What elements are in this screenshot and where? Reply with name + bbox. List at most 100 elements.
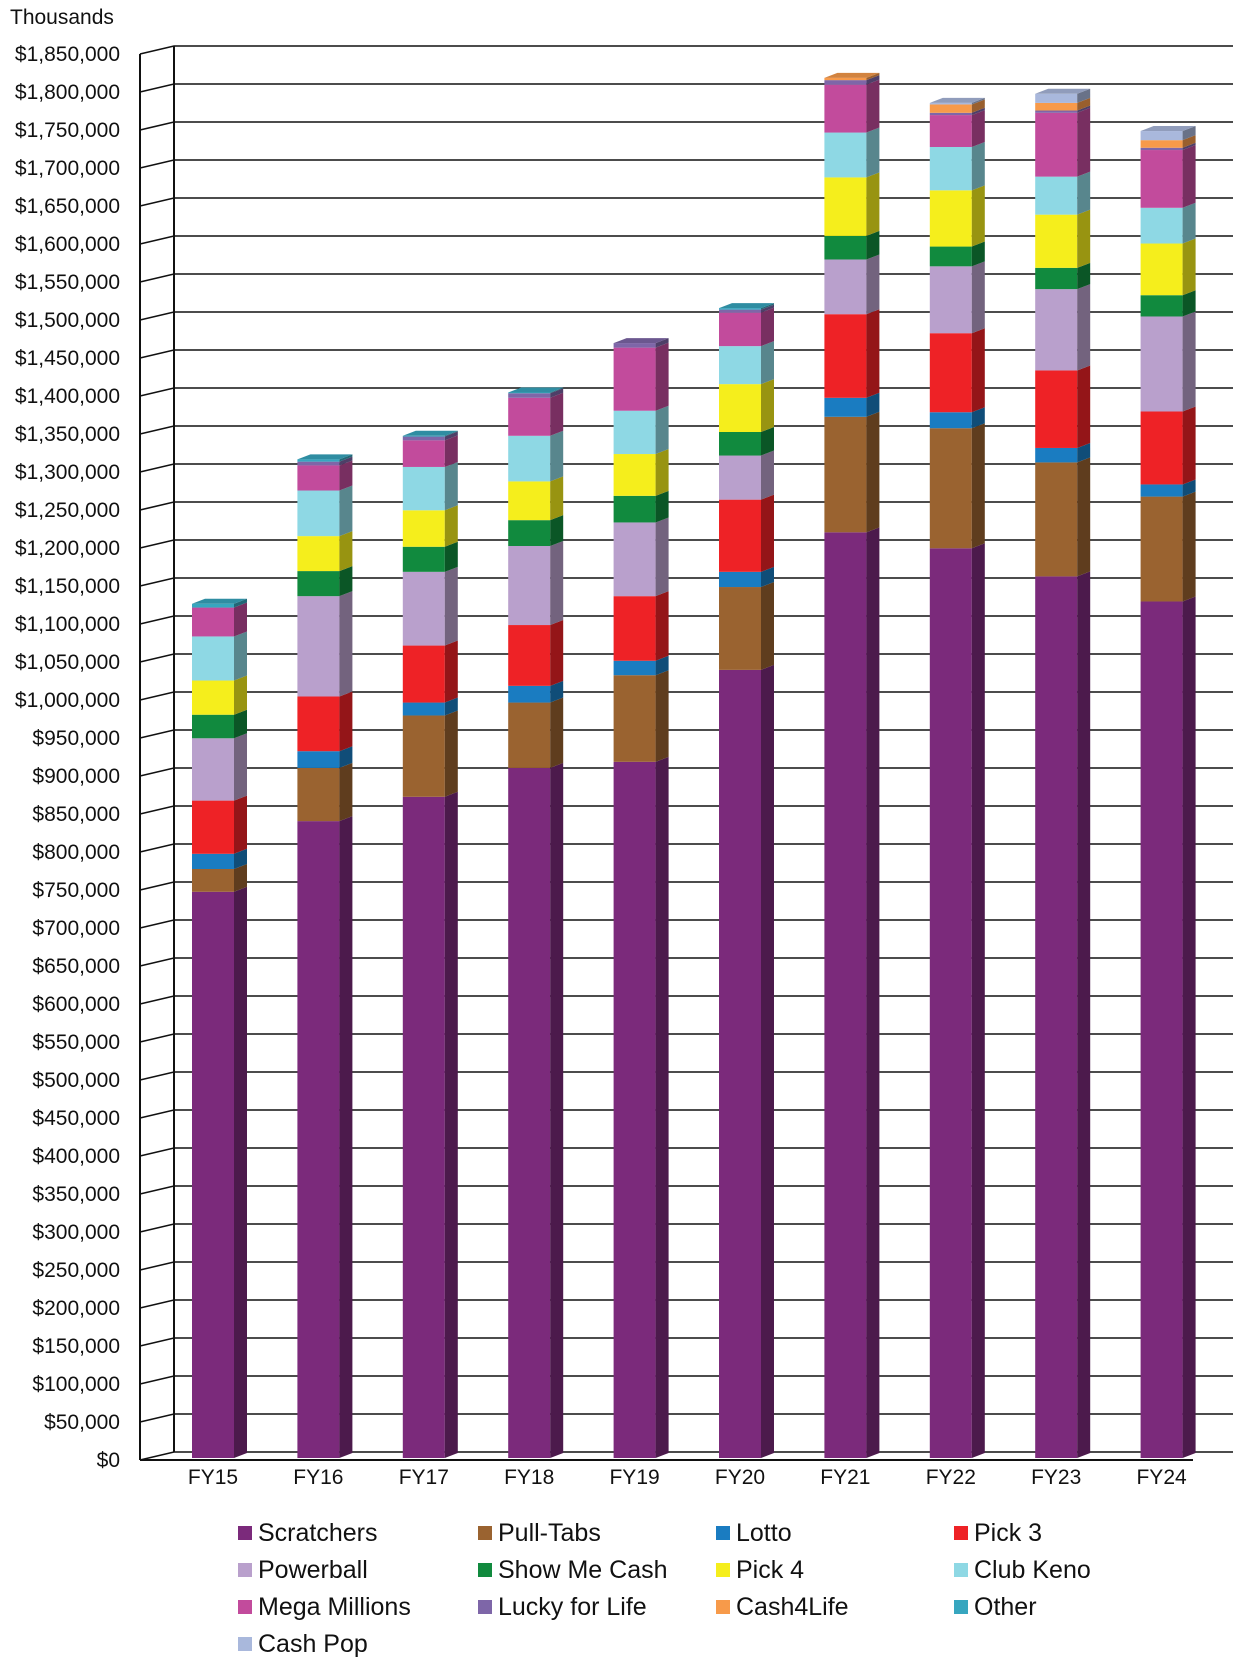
y-tick-label: $200,000 (32, 1297, 120, 1320)
x-tick-label: FY23 (1031, 1466, 1081, 1489)
bar-stack-fy22 (929, 97, 985, 1458)
legend-swatch (478, 1563, 492, 1577)
bar-segment-side (444, 435, 458, 467)
legend-item: Other (954, 1592, 1194, 1622)
bar-segment-scratchers (402, 796, 445, 1458)
legend-swatch (716, 1563, 730, 1577)
bar-segment-show-me-cash (929, 246, 972, 267)
bar-segment-pick-3 (1140, 411, 1183, 485)
axes (139, 46, 1193, 1461)
bar-top-cap (824, 72, 880, 78)
bar-segment-mega-millions (508, 397, 551, 436)
legend-item: Pick 3 (954, 1518, 1194, 1548)
bar-segment-side (1077, 442, 1091, 463)
bar-top-cap (613, 338, 669, 344)
bar-segment-side (1182, 145, 1196, 208)
bar-segment-side (550, 515, 564, 546)
bar-segment-side (339, 762, 353, 822)
legend-label: Cash4Life (736, 1592, 849, 1621)
bar-segment-scratchers (719, 669, 761, 1458)
bar-segment-pick-4 (297, 536, 340, 572)
y-tick-label: $300,000 (32, 1221, 120, 1244)
bar-segment-side (761, 303, 774, 310)
bar-segment-side (1182, 290, 1196, 317)
bar-segment-pick-4 (719, 384, 761, 432)
y-tick-label: $750,000 (32, 879, 120, 902)
bar-segment-pick-4 (613, 454, 656, 496)
bar-segment-pick-3 (929, 333, 972, 413)
legend-item: Lotto (716, 1518, 954, 1548)
x-tick-label: FY20 (715, 1466, 765, 1489)
bar-segment-side (866, 127, 880, 178)
bar-segment-show-me-cash (192, 714, 234, 739)
bar-segment-mega-millions (192, 607, 234, 637)
bar-stack-fy18 (508, 387, 564, 1458)
bar-segment-show-me-cash (297, 571, 340, 597)
bar-segment-mega-millions (297, 465, 340, 491)
y-tick-label: $1,500,000 (15, 309, 120, 332)
bar-segment-pick-3 (402, 645, 445, 703)
bar-segment-mega-millions (1140, 150, 1183, 208)
bar-segment-mega-millions (402, 440, 445, 467)
y-tick-label: $1,550,000 (15, 271, 120, 294)
bar-segment-pull-tabs (297, 767, 340, 822)
bar-segment-side (971, 185, 985, 247)
y-tick-label: $1,850,000 (15, 43, 120, 66)
bar-segment-cash4life (824, 77, 867, 81)
bars (192, 72, 1196, 1458)
bar-segment-side (761, 664, 774, 1458)
bar-segment-side (761, 341, 774, 385)
bar-segment-club-keno (402, 466, 445, 511)
y-tick-label: $1,600,000 (15, 233, 120, 256)
y-tick-label: $1,450,000 (15, 347, 120, 370)
bar-segment-club-keno (1035, 176, 1078, 215)
bar-segment-club-keno (824, 132, 867, 178)
bar-segment-powerball (508, 546, 551, 626)
x-tick-label: FY21 (820, 1466, 870, 1489)
bar-segment-other (402, 435, 445, 437)
legend-swatch (954, 1600, 968, 1614)
bar-segment-pull-tabs (1140, 496, 1183, 602)
bar-segment-cash-pop (929, 102, 972, 105)
stacked-bar-chart: $0 $50,000 $100,000 $150,000 $200,000 $250,00… (15, 43, 1233, 1489)
y-tick-label: $1,100,000 (15, 613, 120, 636)
bar-stack-fy20 (719, 303, 774, 1458)
legend-swatch (716, 1526, 730, 1540)
legend-label: Pull-Tabs (498, 1518, 601, 1547)
y-tick-labels: $0 $50,000 $100,000 $150,000 $200,000 $250,00… (15, 43, 120, 1472)
bar-segment-pull-tabs (719, 587, 761, 670)
bar-segment-powerball (719, 455, 761, 500)
bar-segment-side (866, 79, 880, 133)
unit-label: Thousands (10, 6, 114, 29)
bar-segment-side (971, 423, 985, 549)
x-tick-label: FY22 (926, 1466, 976, 1489)
bar-segment-side (339, 566, 353, 597)
bar-segment-pull-tabs (929, 428, 972, 549)
legend-label: Powerball (258, 1555, 368, 1584)
legend-swatch (478, 1600, 492, 1614)
bar-segment-other (297, 459, 340, 462)
legend-swatch (238, 1563, 252, 1577)
bar-segment-side (1182, 406, 1196, 485)
bar-stack-fy16 (297, 454, 353, 1458)
legend-swatch (716, 1600, 730, 1614)
legend-item: Lucky for Life (478, 1592, 716, 1622)
bar-segment-pick-3 (297, 696, 340, 752)
bar-segment-cash-pop (1140, 131, 1183, 141)
bar-segment-side (550, 697, 564, 768)
bar-segment-pick-4 (508, 481, 551, 521)
bar-segment-pick-3 (613, 596, 656, 661)
bar-segment-side (866, 527, 880, 1458)
bar-segment-other (719, 308, 761, 310)
bar-segment-side (234, 598, 247, 608)
bar-segment-show-me-cash (402, 546, 445, 572)
bar-segment-side (234, 795, 247, 854)
bar-segment-side (234, 848, 247, 869)
bar-segment-scratchers (1140, 601, 1183, 1458)
bar-segment-side (444, 791, 458, 1458)
bar-segment-powerball (297, 596, 340, 697)
y-tick-label: $100,000 (32, 1373, 120, 1396)
bar-segment-side (444, 566, 458, 646)
bar-segment-side (655, 449, 669, 496)
bar-segment-lotto (192, 853, 234, 869)
